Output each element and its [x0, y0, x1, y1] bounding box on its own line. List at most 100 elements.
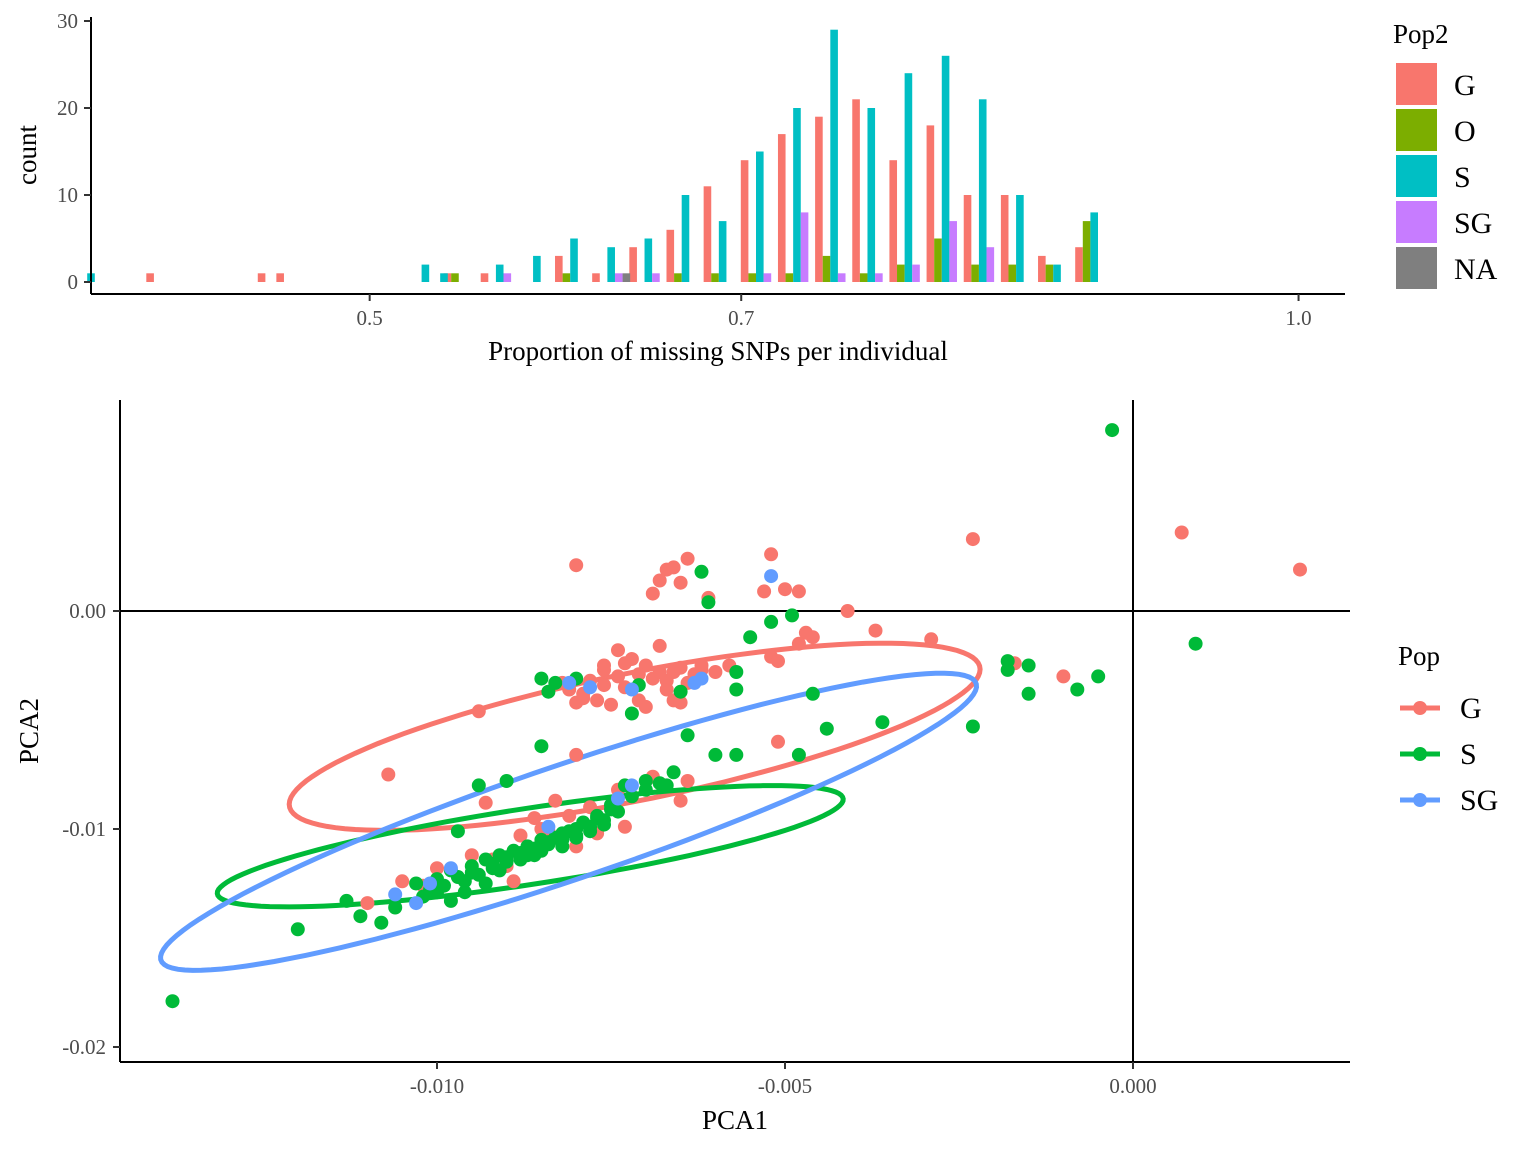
- ellipse-sg: [158, 670, 980, 973]
- point-s: [1091, 669, 1106, 684]
- histogram-x-ticks: 0.5 0.7 1.0: [357, 294, 1312, 330]
- histogram-legend: Pop2 GOS SG NA: [1393, 19, 1498, 289]
- bar-o-0_71: [748, 273, 756, 282]
- point-g: [652, 638, 667, 653]
- point-g: [611, 643, 625, 658]
- point-s: [499, 774, 514, 788]
- point-g: [569, 747, 584, 762]
- point-g: [430, 861, 444, 876]
- point-sg: [562, 675, 577, 690]
- point-g: [791, 584, 806, 599]
- point-g: [1056, 669, 1071, 684]
- bar-s-0_67: [681, 195, 690, 282]
- point-g: [708, 665, 723, 679]
- point-g: [471, 704, 486, 719]
- point-s: [374, 915, 389, 930]
- point-g: [395, 874, 410, 889]
- point-g: [527, 811, 542, 826]
- bar-o-0_67: [674, 273, 682, 282]
- point-g: [506, 874, 521, 889]
- point-s: [534, 671, 549, 686]
- point-g: [771, 654, 785, 669]
- point-s: [290, 922, 305, 937]
- histogram-y-ticks: 0 10 20 30: [57, 9, 91, 294]
- point-s: [353, 909, 368, 924]
- point-g: [652, 573, 667, 588]
- bar-g-0_61: [555, 255, 563, 282]
- bar-s-0_85: [1016, 195, 1024, 282]
- bar-sg-0_57: [503, 273, 512, 282]
- point-sg: [443, 861, 458, 876]
- scatter-legend-title: Pop: [1398, 641, 1440, 671]
- point-s: [743, 630, 758, 645]
- point-s: [339, 893, 354, 908]
- bar-sg-0_75: [837, 273, 846, 282]
- bar-na-0_63: [622, 273, 631, 282]
- scatter-legend-dot-g: [1413, 701, 1427, 715]
- scatter-x-tick-label: 0.000: [1109, 1074, 1156, 1098]
- bar-sg-0_63: [614, 273, 623, 282]
- scatter-legend-label-sg: SG: [1460, 784, 1498, 817]
- scatter-y-ticks: -0.02 -0.01 0.00: [62, 599, 120, 1059]
- point-s: [624, 789, 639, 804]
- point-s: [666, 765, 681, 780]
- scatter-y-axis-title: PCA2: [14, 698, 44, 764]
- point-s: [819, 721, 834, 736]
- point-sg: [541, 819, 556, 834]
- bar-o-0_55: [451, 273, 459, 282]
- point-g: [631, 667, 646, 682]
- point-g: [659, 673, 674, 688]
- bar-s-0_65: [644, 238, 653, 282]
- bar-o-0_81: [934, 238, 942, 282]
- scatter-legend-label-s: S: [1460, 738, 1477, 771]
- point-s: [1070, 682, 1085, 697]
- bar-g-0_71: [740, 160, 749, 282]
- scatter-legend: Pop GS SG: [1398, 641, 1498, 817]
- point-s: [875, 715, 890, 730]
- point-g: [464, 848, 479, 863]
- point-sg: [694, 671, 709, 686]
- bar-sg-0_71: [763, 273, 772, 282]
- point-g: [868, 623, 883, 638]
- bar-sg-0_79: [912, 264, 920, 282]
- bar-o-0_89: [1082, 221, 1091, 282]
- point-s: [541, 684, 556, 699]
- scatter-y-tick-label: -0.01: [62, 817, 106, 841]
- point-sg: [583, 680, 598, 695]
- point-g: [569, 558, 584, 573]
- point-g: [694, 658, 709, 673]
- bar-sg-0_65: [652, 273, 660, 282]
- scatter-legend-dot-sg: [1413, 793, 1427, 807]
- point-g: [548, 793, 563, 808]
- point-s: [499, 850, 514, 865]
- point-s: [791, 747, 806, 762]
- point-s: [680, 728, 695, 743]
- bar-o-0_73: [785, 273, 794, 282]
- point-s: [729, 665, 744, 679]
- point-g: [771, 734, 785, 749]
- bar-s-0_77: [867, 108, 876, 282]
- histogram-y-axis-title: count: [12, 125, 42, 185]
- point-sg: [624, 778, 639, 793]
- bar-o-0_83: [971, 264, 979, 282]
- point-g: [680, 774, 695, 788]
- scatter-x-ticks: -0.010 -0.005 0.000: [410, 1062, 1157, 1098]
- point-s: [708, 747, 723, 762]
- point-g: [673, 695, 688, 710]
- point-g: [673, 793, 688, 808]
- point-g: [360, 896, 375, 911]
- histogram-x-tick-label: 1.0: [1285, 306, 1311, 330]
- bar-o-0_69: [711, 273, 719, 282]
- point-g: [597, 678, 611, 693]
- bar-s-0_63: [607, 247, 615, 282]
- legend-label-sg: SG: [1454, 207, 1492, 240]
- point-g: [840, 604, 855, 618]
- point-g: [680, 551, 695, 566]
- point-s: [464, 865, 479, 880]
- point-s: [409, 876, 424, 891]
- scatter-ellipses: [158, 640, 983, 973]
- point-s: [165, 994, 180, 1009]
- bar-s-0_79: [904, 73, 913, 282]
- point-s: [1105, 423, 1120, 438]
